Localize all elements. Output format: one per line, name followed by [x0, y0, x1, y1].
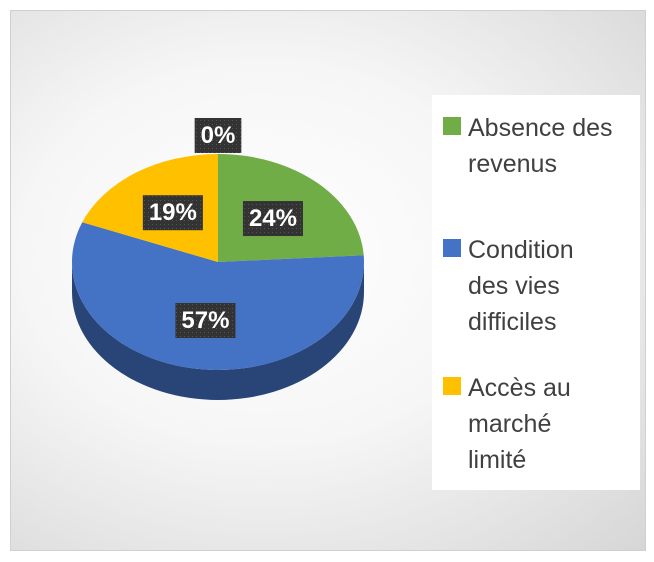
- legend-swatch: [443, 377, 461, 395]
- legend: [432, 95, 640, 490]
- data-label: 19%: [142, 195, 203, 231]
- legend-swatch: [443, 117, 461, 135]
- legend-swatch: [443, 239, 461, 257]
- data-label-text: 57%: [181, 307, 229, 334]
- data-label-text: 0%: [201, 122, 236, 149]
- pie-slice: [72, 222, 365, 370]
- data-label: 0%: [194, 117, 242, 153]
- data-label: 57%: [175, 303, 236, 339]
- pie-side: [72, 262, 364, 400]
- legend-label: Accès au marché limité: [468, 374, 571, 474]
- data-label-box: [242, 201, 303, 237]
- data-label-box: [142, 195, 203, 231]
- data-label: 24%: [242, 201, 303, 237]
- legend-label: Absence des revenus: [468, 114, 613, 178]
- data-label-box: [175, 303, 236, 339]
- data-label-text: 24%: [249, 205, 297, 232]
- legend-label: Condition des vies difficiles: [468, 236, 574, 336]
- data-label-box: [194, 117, 242, 153]
- data-label-text: 19%: [149, 199, 197, 226]
